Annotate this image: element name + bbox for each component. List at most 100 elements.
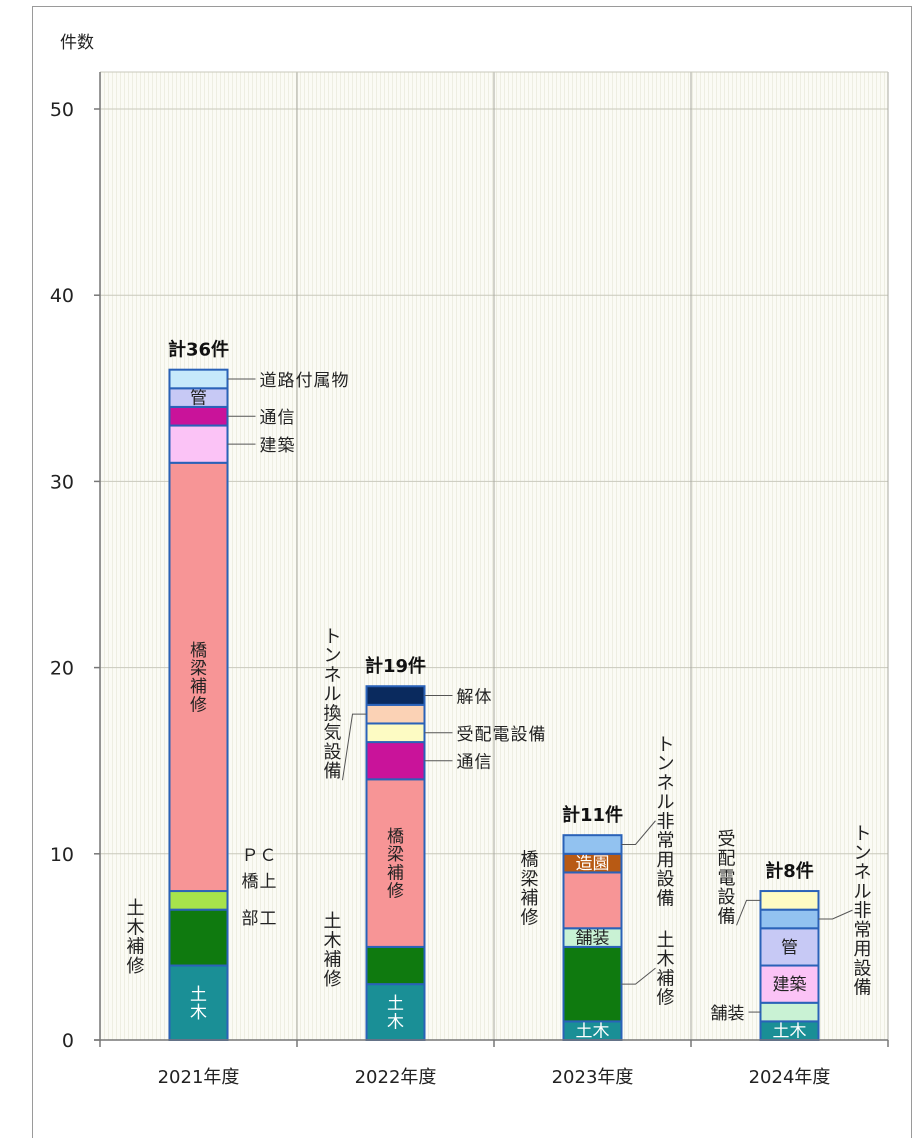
vertical-char: 修 [190, 695, 207, 715]
vertical-char: ネ [324, 665, 342, 686]
annotation-label: 舗装 [711, 1004, 745, 1024]
vertical-char: 気 [324, 723, 342, 744]
annotations-layer: 道路付属物通信建築ＰＣ橋上部工土木補修解体受配電設備通信トンネル換気設備土木補修… [127, 371, 872, 1024]
bar-segment-土木 [168, 964, 229, 1042]
vertical-char: 備 [324, 761, 342, 782]
vertical-char: 用 [657, 850, 675, 871]
y-axis-label: 件数 [60, 33, 94, 53]
vertical-char: ト [324, 626, 342, 647]
vertical-char: ン [324, 646, 342, 667]
chart-frame [32, 6, 912, 1138]
annotation-label: 解体 [457, 688, 493, 708]
vertical-char: 設 [324, 742, 342, 763]
vertical-char: ト [657, 734, 675, 755]
vertical-char: 土 [324, 911, 342, 932]
grid-lines [100, 71, 889, 1040]
segment-label: 造園 [576, 854, 610, 874]
vertical-char: 補 [387, 863, 404, 883]
x-tick-label: 2022年度 [355, 1067, 437, 1088]
vertical-char: ネ [657, 773, 675, 794]
vertical-char: 備 [718, 906, 736, 927]
vertical-char: 電 [718, 868, 736, 889]
vertical-char: 非 [657, 811, 675, 832]
segment-label: 管 [190, 389, 207, 409]
vertical-char: 木 [190, 1003, 207, 1023]
vertical-char: 備 [657, 888, 675, 909]
bar-segment-橋梁補修 [365, 778, 426, 948]
annotation-label: 受配電設備 [457, 725, 547, 745]
vertical-char: 補 [190, 677, 207, 697]
vertical-char: 受 [718, 829, 736, 850]
vertical-char: 木 [127, 917, 145, 938]
vertical-char: 補 [657, 968, 675, 989]
vertical-char: 梁 [521, 869, 539, 890]
vertical-char: ン [854, 843, 872, 864]
vertical-char: 設 [718, 887, 736, 908]
annotation-label: 受配電設備 [718, 829, 736, 927]
leader-line [621, 820, 656, 845]
vertical-char: 梁 [190, 659, 207, 679]
vertical-char: ル [324, 684, 342, 705]
segment-label: 舗装 [576, 929, 610, 949]
vertical-char: ル [657, 792, 675, 813]
segment-label: 土木 [576, 1022, 610, 1042]
bar-segment-橋梁補修 [562, 871, 623, 930]
vertical-char: ト [854, 824, 872, 845]
bar-segment-通信 [365, 741, 426, 781]
vertical-char: 修 [127, 956, 145, 977]
y-tick-label: 40 [50, 285, 74, 307]
annotation-label: 通信 [457, 753, 493, 773]
vertical-char: 修 [387, 882, 404, 902]
y-tick-label: 20 [50, 658, 74, 680]
bar-segment-建築 [168, 424, 229, 464]
annotation-label: 建築 [260, 436, 296, 456]
vertical-char: ル [854, 881, 872, 902]
vertical-char: 常 [657, 831, 675, 852]
annotation-label: ＰＣ [242, 846, 278, 866]
total-label: 計8件 [765, 860, 814, 882]
vertical-char: 橋 [521, 850, 539, 871]
vertical-char: 設 [657, 869, 675, 890]
vertical-char: 非 [854, 901, 872, 922]
x-tick-label: 2024年度 [749, 1067, 831, 1088]
segment-label: 土木 [773, 1022, 807, 1042]
vertical-char: 修 [657, 988, 675, 1009]
annotation-label: 道路付属物 [260, 371, 350, 391]
total-label: 計19件 [365, 655, 426, 677]
vertical-char: 備 [854, 978, 872, 999]
vertical-char: ン [657, 754, 675, 775]
leader-line [736, 899, 761, 926]
y-tick-label: 30 [50, 471, 74, 493]
vertical-char: 補 [127, 937, 145, 958]
vertical-char: 土 [127, 898, 145, 919]
y-tick-label: 0 [62, 1030, 74, 1052]
segment-label: 土木 [387, 994, 404, 1032]
leader-line [342, 713, 367, 781]
vertical-char: ネ [854, 862, 872, 883]
segment-label: 管 [781, 938, 798, 958]
vertical-char: 橋 [387, 827, 404, 847]
segment-label: 土木 [190, 985, 207, 1023]
axes-layer: 0 10 20 30 40 50 件数 2021年度 2022年度 2023年度 2024年度 [50, 33, 889, 1088]
vertical-char: 修 [521, 908, 539, 929]
y-tick-label: 10 [50, 844, 74, 866]
vertical-char: 橋 [190, 641, 207, 661]
vertical-char: 補 [324, 950, 342, 971]
x-tick-label: 2023年度 [552, 1067, 634, 1088]
vertical-char: 土 [190, 985, 207, 1005]
vertical-char: 木 [324, 930, 342, 951]
vertical-char: 設 [854, 958, 872, 979]
annotation-label: 橋上 [242, 872, 278, 892]
leader-line [621, 967, 656, 985]
vertical-char: 用 [854, 939, 872, 960]
leader-line [818, 909, 853, 920]
